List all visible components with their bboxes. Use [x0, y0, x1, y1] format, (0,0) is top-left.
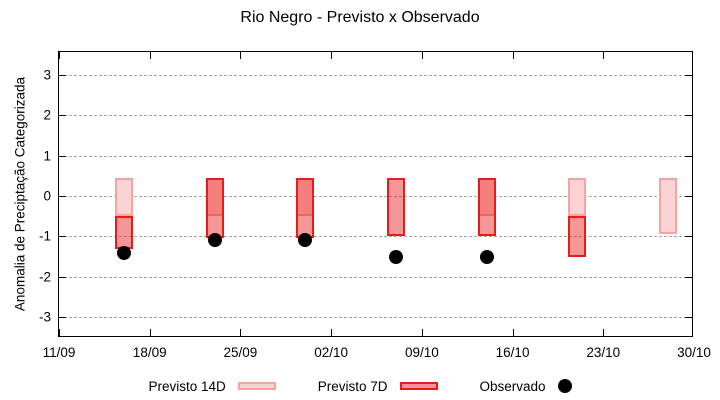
gridline-y--3: [59, 317, 692, 319]
x-tick-label: 02/10: [314, 345, 349, 360]
bar-previsto-14d-16/09: [114, 177, 133, 217]
plot-area: 3 2 1 0 -1 -2 -3 11/09 18/09 25/09 02/10 09/10 16/10…: [39, 51, 711, 360]
x-tick-mark: [603, 329, 605, 336]
y-tick-label: 2: [43, 107, 51, 123]
legend-box-swatch-7d: [399, 382, 438, 390]
y-tick-label: 0: [43, 188, 51, 204]
x-tick-mark: [512, 52, 514, 59]
x-tick-label: 09/10: [404, 345, 439, 360]
y-tick-mark: [685, 155, 692, 157]
x-tick-mark: [149, 329, 151, 336]
y-tick-mark: [59, 276, 66, 278]
legend: Previsto 14D Previsto 7D Observado: [0, 372, 720, 400]
gridline-y-0: [59, 196, 692, 197]
y-tick-mark: [59, 236, 66, 238]
bar-previsto-7d-21/10: [568, 216, 587, 257]
x-tick-label: 25/09: [223, 345, 258, 360]
x-tick-mark: [421, 329, 423, 336]
gridline-y--2: [59, 276, 692, 278]
bar-previsto-7d-30/09: [296, 177, 315, 239]
legend-entry: Observado: [480, 379, 572, 394]
y-tick-mark: [59, 196, 66, 197]
x-tick-label: 23/10: [586, 345, 621, 360]
bar-previsto-7d-14/10: [477, 177, 496, 237]
y-tick-mark: [685, 236, 692, 238]
x-tick-label: 11/09: [42, 345, 76, 360]
observado-dot-14/10: [479, 249, 494, 264]
x-tick-mark: [421, 52, 423, 59]
y-tick-mark: [685, 74, 692, 76]
legend-label: Previsto 14D: [148, 378, 226, 394]
x-tick-label: 30/10: [677, 345, 711, 360]
gridline-y-1: [59, 155, 692, 157]
x-tick-mark: [59, 52, 60, 59]
y-tick-mark: [59, 74, 66, 76]
bar-previsto-7d-16/09: [114, 216, 133, 249]
legend-entry: Previsto 14D: [148, 378, 276, 394]
observado-dot-30/09: [298, 233, 313, 248]
legend-label: Previsto 7D: [317, 378, 388, 394]
gridline-y--1: [59, 236, 692, 238]
y-tick-mark: [59, 115, 66, 117]
y-tick-mark: [59, 155, 66, 157]
y-tick-mark: [685, 276, 692, 278]
x-tick-mark: [240, 52, 242, 59]
x-tick-mark: [512, 329, 514, 336]
chart-title: Rio Negro - Previsto x Observado: [240, 9, 480, 26]
bar-previsto-7d-23/09: [205, 177, 224, 239]
x-tick-mark: [331, 52, 333, 59]
x-tick-mark: [59, 329, 60, 336]
y-tick-label: -1: [38, 228, 51, 244]
legend-label: Observado: [479, 378, 546, 394]
x-tick-mark: [149, 52, 151, 59]
gridline-y-3: [59, 74, 692, 76]
observado-dot-16/09: [116, 245, 131, 260]
observado-dot-07/10: [388, 249, 403, 264]
x-tick-mark: [331, 329, 333, 336]
y-tick-mark: [685, 196, 692, 197]
legend-entry: Previsto 7D: [318, 379, 438, 394]
bar-previsto-14d-21/10: [568, 177, 587, 217]
bar-previsto-14d-28/10: [659, 177, 678, 235]
y-tick-mark: [685, 115, 692, 117]
y-tick-label: -3: [38, 309, 51, 325]
gridline-y-2: [59, 115, 692, 117]
x-tick-mark: [692, 329, 693, 336]
x-tick-mark: [692, 52, 693, 59]
y-tick-mark: [59, 317, 66, 319]
legend-box-swatch-14d: [237, 382, 276, 390]
legend-dot-swatch: [557, 379, 572, 393]
x-tick-mark: [240, 329, 242, 336]
y-tick-label: 3: [43, 67, 51, 83]
x-tick-label: 18/09: [132, 345, 167, 360]
observado-dot-23/09: [207, 233, 222, 248]
x-tick-mark: [603, 52, 605, 59]
y-tick-label: 1: [43, 148, 51, 164]
bar-previsto-7d-07/10: [386, 177, 405, 237]
x-tick-label: 16/10: [495, 345, 530, 360]
y-tick-mark: [685, 317, 692, 319]
y-tick-label: -2: [38, 269, 51, 285]
